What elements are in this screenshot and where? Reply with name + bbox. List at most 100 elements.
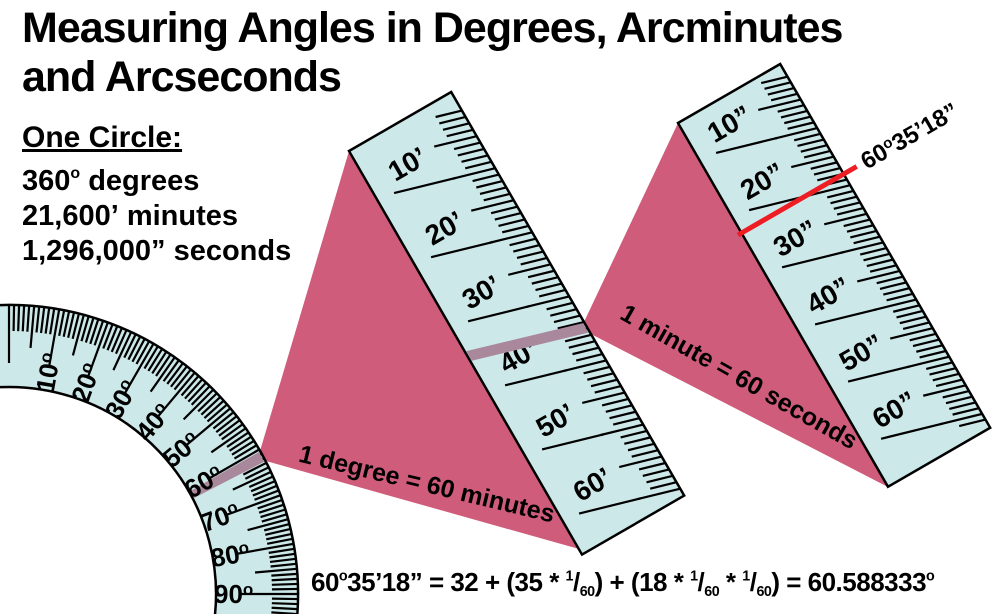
- degree-tick: [147, 348, 164, 372]
- degree-tick: [268, 547, 295, 554]
- tick: [572, 346, 600, 356]
- tick: [889, 327, 933, 340]
- tick: [906, 355, 950, 369]
- tick: [479, 186, 507, 195]
- tick: [879, 281, 907, 290]
- tick: [564, 333, 592, 343]
- degree-tick: [203, 399, 225, 419]
- degree-tick: [260, 508, 286, 519]
- degree-tick: [84, 317, 95, 343]
- tick: [483, 192, 511, 202]
- degree-tick: [228, 435, 252, 452]
- tick: [442, 122, 470, 131]
- tick: [557, 320, 585, 330]
- tick: [813, 167, 841, 176]
- tick: [472, 173, 500, 183]
- degree-tick: [112, 331, 133, 371]
- conversion-formula: 60o35’18” = 32 + (35 * 1/60) + (18 * 1/6…: [311, 567, 935, 600]
- degree-tick: [212, 411, 235, 430]
- tick: [836, 207, 864, 216]
- degree-tick: [17, 305, 21, 332]
- degree-tick: [21, 305, 26, 332]
- ruler-minutes-strip: [347, 90, 686, 557]
- degree-tick: [29, 306, 36, 349]
- tick: [590, 378, 618, 388]
- degree-tick: [123, 333, 137, 359]
- degree-tick: [49, 308, 56, 335]
- tick: [526, 295, 570, 308]
- tick: [764, 81, 792, 90]
- tick: [642, 468, 670, 477]
- degree-tick-major: [156, 371, 196, 418]
- tick: [939, 412, 983, 426]
- tick: [840, 241, 884, 254]
- degree-tick-major: [86, 322, 109, 378]
- tick: [501, 224, 529, 234]
- tick: [793, 132, 821, 142]
- degree-tick: [218, 419, 241, 437]
- degree-tick: [200, 396, 222, 416]
- tick: [876, 275, 904, 285]
- tick: [649, 481, 677, 490]
- tick: [531, 276, 559, 285]
- fact-minutes: 21,600’ minutes: [22, 199, 291, 234]
- degree-tick: [231, 439, 255, 456]
- tick: [787, 121, 815, 130]
- tick: [757, 98, 801, 112]
- degree-tick: [269, 552, 296, 559]
- tick: [433, 135, 477, 148]
- degree-tick-major: [123, 343, 155, 395]
- degree-tick: [114, 329, 128, 355]
- degree-tick: [102, 323, 114, 349]
- one-circle-block: One Circle: 360o degrees 21,600’ minutes…: [22, 120, 291, 270]
- tick: [513, 244, 540, 253]
- tick: [600, 423, 644, 437]
- tick: [464, 160, 492, 170]
- tick: [760, 75, 788, 85]
- degree-tick: [180, 375, 200, 397]
- degree-tick: [184, 378, 204, 400]
- title-line-1: Measuring Angles in Degrees, Arcminutes: [22, 4, 843, 52]
- tick: [935, 378, 963, 388]
- formula-segment-sup: 1: [565, 568, 574, 585]
- tick: [538, 288, 566, 298]
- ruler-minutes: 10’20’30’40’50’60’: [347, 90, 686, 557]
- label-line: [430, 240, 494, 259]
- tick: [883, 287, 910, 296]
- tick: [439, 115, 466, 125]
- tick: [892, 304, 920, 313]
- degree-tick: [110, 327, 123, 353]
- degree-tick-major: [48, 309, 61, 367]
- degree-tick: [271, 577, 298, 582]
- tick: [605, 404, 633, 413]
- degree-tick: [210, 427, 247, 454]
- ruler-seconds-strip: [676, 62, 992, 489]
- formula-segment-txt: 60: [311, 567, 339, 597]
- tick: [550, 308, 577, 317]
- tick: [846, 224, 874, 233]
- degree-tick: [270, 562, 297, 568]
- label-line: [781, 251, 845, 269]
- tick: [800, 144, 828, 153]
- tick: [770, 92, 798, 102]
- title-line-2: and Arcseconds: [22, 53, 342, 102]
- tick: [833, 201, 861, 210]
- degree-tick: [266, 537, 293, 545]
- fact-degrees: 360o degrees: [22, 164, 291, 199]
- degree-tick: [131, 338, 146, 363]
- tick: [587, 372, 614, 381]
- tick: [470, 199, 514, 212]
- degree-tick: [173, 368, 192, 391]
- label-line: [880, 422, 944, 440]
- degree-tick: [44, 307, 51, 334]
- tick: [489, 231, 533, 244]
- tick: [807, 184, 851, 197]
- tick: [618, 455, 662, 469]
- degree-tick: [265, 527, 291, 536]
- degree-tick: [80, 315, 90, 342]
- degree-tick: [250, 480, 276, 493]
- fact-seconds-unit: seconds: [165, 235, 292, 268]
- degree-tick: [271, 582, 298, 586]
